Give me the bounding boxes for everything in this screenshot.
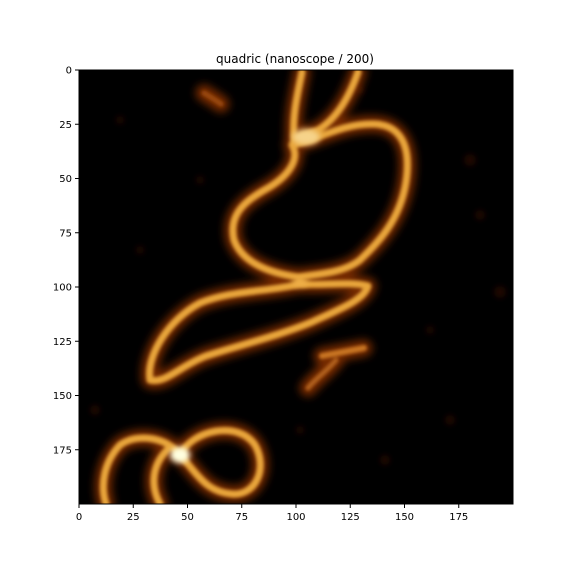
- x-tick-label: 100: [286, 512, 305, 523]
- y-tick-label: 0: [66, 66, 72, 77]
- chart-title: quadric (nanoscope / 200): [216, 52, 374, 66]
- y-tick-label: 175: [53, 445, 72, 456]
- y-tick-label: 75: [59, 228, 72, 239]
- x-tick-label: 175: [449, 512, 468, 523]
- x-tick-label: 50: [181, 512, 194, 523]
- y-tick-label: 50: [59, 174, 72, 185]
- x-tick-label: 75: [235, 512, 248, 523]
- highlight-spots: [170, 129, 320, 463]
- y-tick-label: 125: [53, 337, 72, 348]
- x-tick-label: 150: [395, 512, 414, 523]
- x-axis: 0 25 50 75 100 125 150 175: [76, 504, 468, 523]
- y-tick-label: 25: [59, 120, 72, 131]
- y-tick-label: 100: [53, 283, 72, 294]
- x-tick-label: 25: [127, 512, 140, 523]
- y-tick-label: 150: [53, 391, 72, 402]
- x-tick-label: 0: [76, 512, 82, 523]
- heatmap-image: [90, 70, 506, 504]
- y-axis: 0 25 50 75 100 125 150 175: [53, 66, 79, 456]
- x-tick-label: 125: [341, 512, 360, 523]
- strand-core: [99, 70, 411, 504]
- plot-area: [78, 69, 514, 505]
